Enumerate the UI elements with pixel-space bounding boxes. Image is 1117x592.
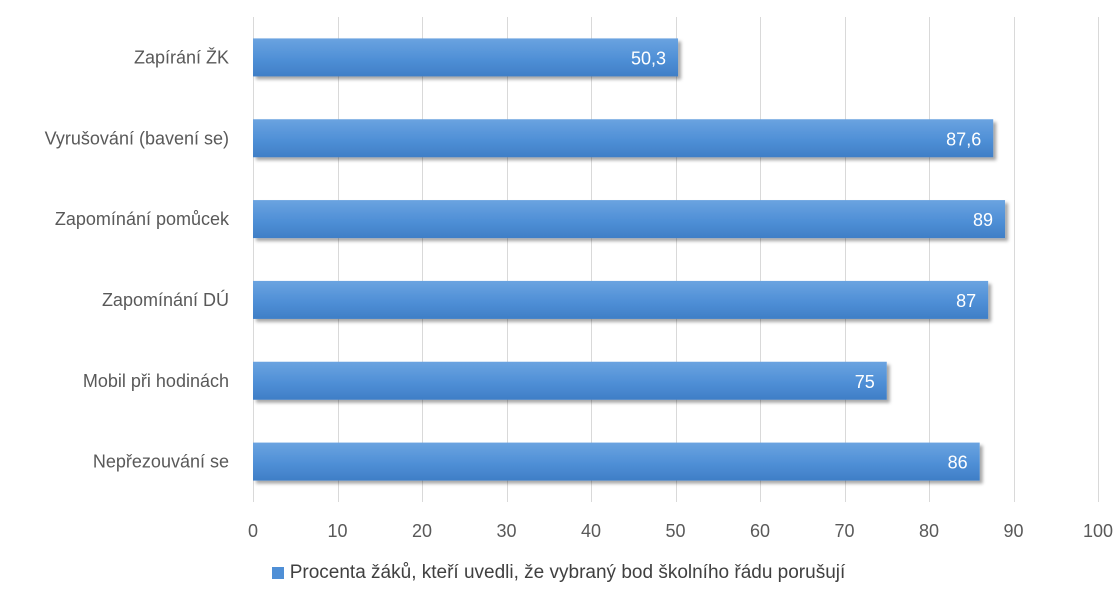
data-label: 87 bbox=[956, 291, 976, 311]
category-label: Vyrušování (bavení se) bbox=[45, 128, 229, 148]
category-label: Zapomínání pomůcek bbox=[55, 209, 230, 229]
bar bbox=[253, 200, 1006, 239]
bar bbox=[253, 119, 994, 158]
bar bbox=[253, 280, 989, 319]
legend-swatch bbox=[271, 567, 284, 579]
bars bbox=[253, 38, 1006, 481]
data-label: 89 bbox=[973, 210, 993, 230]
legend-label: Procenta žáků, kteří uvedli, že vybraný … bbox=[289, 562, 846, 583]
data-label: 50,3 bbox=[631, 48, 666, 68]
x-tick-label: 0 bbox=[248, 521, 258, 541]
bar bbox=[253, 442, 980, 481]
data-label: 86 bbox=[948, 453, 968, 473]
x-tick-label: 70 bbox=[834, 521, 854, 541]
x-tick-label: 10 bbox=[327, 521, 347, 541]
x-tick-label: 30 bbox=[496, 521, 516, 541]
data-label: 87,6 bbox=[946, 129, 981, 149]
category-label: Nepřezouvání se bbox=[93, 452, 229, 472]
x-tick-label: 20 bbox=[412, 521, 432, 541]
grid-lines bbox=[253, 17, 1099, 502]
bar bbox=[253, 361, 887, 400]
x-tick-label: 100 bbox=[1083, 521, 1113, 541]
category-label: Zapírání ŽK bbox=[134, 47, 229, 67]
data-labels: 50,3 87,6 89 87 75 86 bbox=[631, 48, 993, 472]
category-label: Mobil při hodinách bbox=[83, 371, 229, 391]
legend: Procenta žáků, kteří uvedli, že vybraný … bbox=[0, 562, 1117, 584]
x-tick-label: 40 bbox=[581, 521, 601, 541]
data-label: 75 bbox=[855, 372, 875, 392]
x-tick-label: 90 bbox=[1003, 521, 1023, 541]
x-axis-tick-labels: 0 10 20 30 40 50 60 70 80 90 100 bbox=[248, 521, 1113, 541]
category-label: Zapomínání DÚ bbox=[102, 289, 229, 310]
bar bbox=[253, 38, 679, 77]
x-tick-label: 50 bbox=[665, 521, 685, 541]
x-tick-label: 60 bbox=[750, 521, 770, 541]
x-tick-label: 80 bbox=[919, 521, 939, 541]
category-labels: Zapírání ŽK Vyrušování (bavení se) Zapomín… bbox=[45, 47, 230, 471]
